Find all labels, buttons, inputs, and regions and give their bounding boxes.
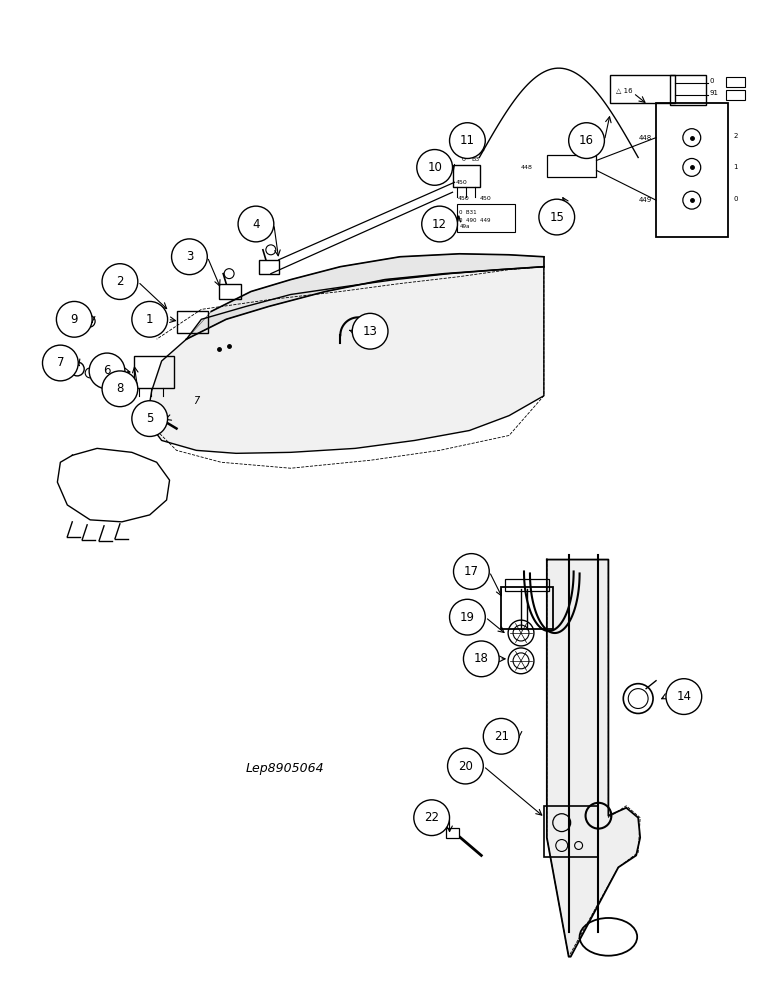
Circle shape [89,353,125,389]
Text: 449: 449 [638,197,652,203]
Circle shape [132,301,168,337]
Text: 0: 0 [733,196,738,202]
Text: 91: 91 [472,150,479,155]
Text: 19: 19 [460,611,475,624]
Text: 1: 1 [733,164,738,170]
Text: 4: 4 [252,218,259,231]
Polygon shape [187,254,543,339]
Text: 9: 9 [70,313,78,326]
Text: 49a: 49a [459,224,470,229]
Bar [656,103,727,237]
Circle shape [102,264,137,299]
Circle shape [453,554,489,589]
Circle shape [449,123,486,158]
Circle shape [448,748,483,784]
Circle shape [102,371,137,407]
Text: 7: 7 [193,396,199,406]
Text: 18: 18 [474,652,489,665]
Text: 0: 0 [709,78,714,84]
Text: 8: 8 [117,382,124,395]
Text: 0  490  449: 0 490 449 [459,218,491,223]
Bar [726,90,746,100]
Text: 91: 91 [709,90,719,96]
Bar [445,828,459,838]
Circle shape [666,679,702,714]
Bar [134,356,174,388]
Bar [547,155,597,177]
Text: 448: 448 [521,165,533,170]
Text: B3: B3 [472,157,479,162]
Circle shape [171,239,208,275]
Text: 11: 11 [460,134,475,147]
Text: 3: 3 [186,250,193,263]
Bar [543,806,598,857]
Text: 2: 2 [116,275,124,288]
Bar [219,284,241,299]
Text: 21: 21 [493,730,509,743]
Circle shape [539,199,574,235]
Text: 450: 450 [479,196,491,201]
Text: 2: 2 [733,133,738,139]
Bar [144,409,156,417]
Circle shape [483,718,519,754]
Text: △ 16: △ 16 [616,87,633,93]
Bar [670,75,706,105]
Bar [505,579,549,591]
Circle shape [569,123,604,158]
Circle shape [352,313,388,349]
Circle shape [238,206,274,242]
Text: 1: 1 [146,313,154,326]
Circle shape [414,800,449,836]
Text: 450: 450 [455,180,467,185]
Text: 5: 5 [146,412,154,425]
Text: 22: 22 [424,811,439,824]
Text: 16: 16 [579,134,594,147]
Text: 15: 15 [550,211,564,224]
Circle shape [42,345,78,381]
Text: 0  B31: 0 B31 [459,210,477,215]
Bar [259,260,279,274]
Text: 17: 17 [464,565,479,578]
Text: 7: 7 [56,356,64,369]
Bar [501,587,553,629]
Bar [452,165,480,187]
Text: 448: 448 [638,135,652,141]
Circle shape [56,301,92,337]
Text: 6: 6 [103,364,110,377]
Text: 12: 12 [432,218,447,231]
Text: 0: 0 [462,157,466,162]
Circle shape [463,641,499,677]
Polygon shape [147,267,543,453]
Text: 20: 20 [458,760,473,773]
Circle shape [132,401,168,436]
Circle shape [449,599,486,635]
Text: 14: 14 [676,690,692,703]
Polygon shape [547,560,640,957]
Circle shape [417,150,452,185]
Text: 10: 10 [427,161,442,174]
Text: 450: 450 [458,196,469,201]
Bar [611,75,675,103]
Bar [458,204,515,232]
Bar [726,77,746,87]
Bar [177,311,208,333]
Text: 13: 13 [363,325,378,338]
Circle shape [422,206,458,242]
Text: Lep8905064: Lep8905064 [246,762,325,775]
